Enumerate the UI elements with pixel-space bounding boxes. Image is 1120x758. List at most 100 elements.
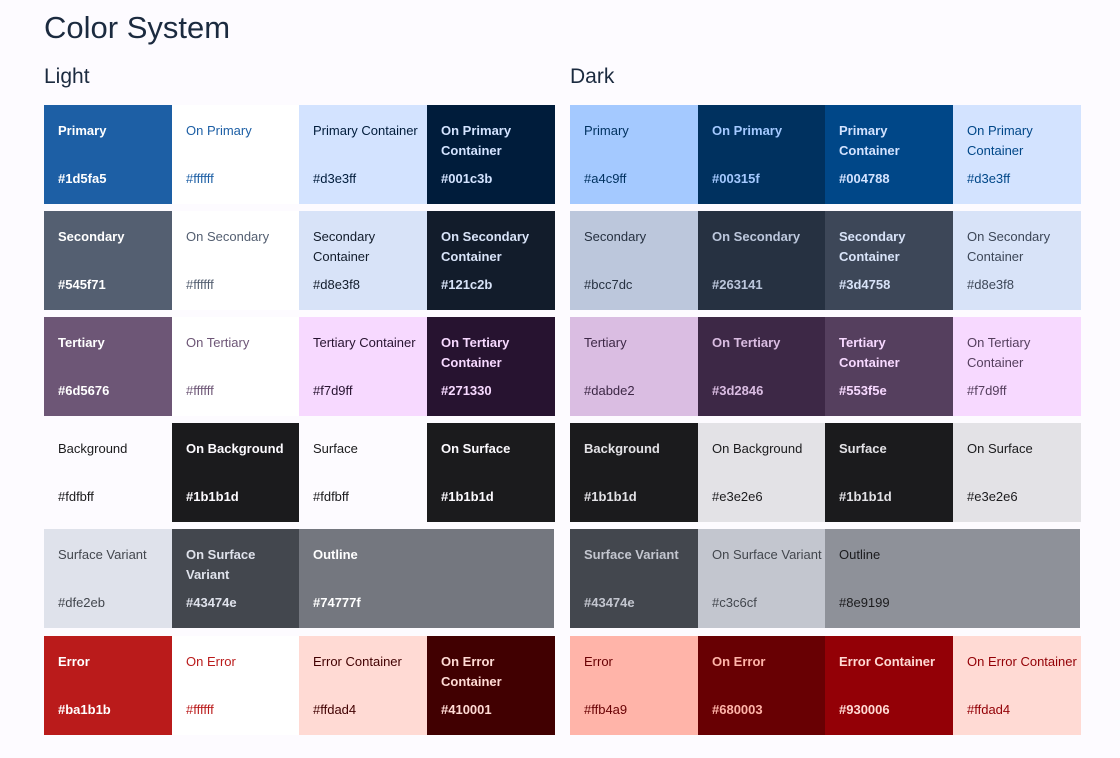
dark-swatch-primary-container: Primary Container #004788 [825,105,953,204]
dark-swatch-on-secondary-container: On Secondary Container #d8e3f8 [953,211,1081,310]
swatch-hex: #1b1b1d [839,489,892,504]
dark-swatch-secondary: Secondary #bcc7dc [570,211,698,310]
swatch-hex: #ffffff [186,702,214,717]
light-swatch-on-surface-variant: On Surface Variant #43474e [172,529,299,628]
light-swatch-secondary-container: Secondary Container #d8e3f8 [299,211,427,310]
swatch-name: On Secondary Container [967,229,1051,264]
swatch-name: On Surface Variant [712,547,822,562]
swatch-name: On Secondary [712,229,801,244]
dark-color-row: Background #1b1b1d On Background #e3e2e6 Sur… [570,423,1081,522]
swatch-name: Error Container [839,654,936,669]
swatch-name: Primary Container [313,123,418,138]
swatch-name: Secondary Container [839,229,906,264]
dark-palette: Primary #a4c9ff On Primary #00315f Primary C… [570,105,1081,742]
light-color-row: Tertiary #6d5676 On Tertiary #ffffff Tertiar… [44,317,555,416]
light-swatch-surface: Surface #fdfbff [299,423,427,522]
swatch-hex: #a4c9ff [584,171,627,186]
swatch-name: Primary [584,123,629,138]
swatch-name: Tertiary [584,335,627,350]
swatch-hex: #dfe2eb [58,595,105,610]
light-section-title: Light [44,65,90,88]
dark-section-title: Dark [570,65,615,88]
swatch-name: Background [584,441,660,456]
light-swatch-on-surface: On Surface #1b1b1d [427,423,555,522]
light-color-row: Surface Variant #dfe2eb On Surface Variant… [44,529,555,628]
light-swatch-surface-variant: Surface Variant #dfe2eb [44,529,172,628]
light-swatch-background: Background #fdfbff [44,423,172,522]
swatch-hex: #1b1b1d [584,489,637,504]
swatch-hex: #545f71 [58,277,106,292]
swatch-hex: #43474e [186,595,237,610]
swatch-name: Surface Variant [58,547,147,562]
dark-swatch-on-surface-variant: On Surface Variant #c3c6cf [698,529,825,628]
swatch-hex: #d3e3ff [313,171,357,186]
swatch-name: On Surface [441,441,511,456]
swatch-hex: #43474e [584,595,635,610]
swatch-name: On Primary Container [441,123,512,158]
dark-color-row: Primary #a4c9ff On Primary #00315f Primary C… [570,105,1081,204]
swatch-name: On Secondary Container [441,229,530,264]
swatch-hex: #1d5fa5 [58,171,107,186]
swatch-name: Error [584,654,613,669]
swatch-name: Tertiary Container [839,335,900,370]
light-swatch-on-secondary-container: On Secondary Container #121c2b [427,211,555,310]
swatch-name: On Surface Variant [186,547,256,582]
dark-swatch-on-tertiary: On Tertiary #3d2846 [698,317,825,416]
light-swatch-on-tertiary-container: On Tertiary Container #271330 [427,317,555,416]
swatch-hex: #dabde2 [584,383,635,398]
swatch-hex: #ffffff [186,171,214,186]
dark-swatch-secondary-container: Secondary Container #3d4758 [825,211,953,310]
dark-swatch-outline: Outline #8e9199 [825,529,1080,628]
dark-swatch-surface: Surface #1b1b1d [825,423,953,522]
swatch-hex: #ffffff [186,277,214,292]
swatch-name: On Background [712,441,803,456]
swatch-name: Tertiary Container [313,335,416,350]
dark-swatch-on-secondary: On Secondary #263141 [698,211,825,310]
dark-swatch-error-container: Error Container #930006 [825,636,953,735]
dark-swatch-primary: Primary #a4c9ff [570,105,698,204]
swatch-name: On Surface [967,441,1033,456]
swatch-name: Secondary [58,229,125,244]
swatch-hex: #8e9199 [839,595,890,610]
light-color-row: Background #fdfbff On Background #1b1b1d Sur… [44,423,555,522]
swatch-hex: #d8e3f8 [313,277,360,292]
swatch-name: On Tertiary [712,335,781,350]
light-swatch-on-tertiary: On Tertiary #ffffff [172,317,299,416]
swatch-name: Surface [313,441,358,456]
light-swatch-on-error: On Error #ffffff [172,636,299,735]
swatch-hex: #f7d9ff [967,383,1007,398]
swatch-name: Surface Variant [584,547,679,562]
swatch-hex: #930006 [839,702,890,717]
dark-swatch-error: Error #ffb4a9 [570,636,698,735]
swatch-name: Primary Container [839,123,900,158]
swatch-name: On Tertiary Container [441,335,510,370]
light-swatch-error: Error #ba1b1b [44,636,172,735]
swatch-hex: #410001 [441,702,492,717]
swatch-hex: #3d4758 [839,277,891,292]
light-swatch-tertiary: Tertiary #6d5676 [44,317,172,416]
light-swatch-primary-container: Primary Container #d3e3ff [299,105,427,204]
dark-swatch-on-surface: On Surface #e3e2e6 [953,423,1081,522]
light-swatch-secondary: Secondary #545f71 [44,211,172,310]
dark-swatch-on-primary-container: On Primary Container #d3e3ff [953,105,1081,204]
swatch-name: On Tertiary [186,335,250,350]
dark-color-row: Error #ffb4a9 On Error #680003 Error Contain… [570,636,1081,735]
swatch-hex: #3d2846 [712,383,764,398]
light-swatch-tertiary-container: Tertiary Container #f7d9ff [299,317,427,416]
swatch-name: Secondary Container [313,229,376,264]
dark-swatch-on-background: On Background #e3e2e6 [698,423,825,522]
swatch-hex: #ffffff [186,383,214,398]
light-swatch-on-secondary: On Secondary #ffffff [172,211,299,310]
swatch-hex: #f7d9ff [313,383,353,398]
swatch-name: On Secondary [186,229,270,244]
swatch-hex: #e3e2e6 [967,489,1018,504]
light-swatch-error-container: Error Container #ffdad4 [299,636,427,735]
dark-swatch-on-primary: On Primary #00315f [698,105,825,204]
light-swatch-outline: Outline #74777f [299,529,554,628]
light-palette: Primary #1d5fa5 On Primary #ffffff Primary C… [44,105,555,742]
dark-color-row: Tertiary #dabde2 On Tertiary #3d2846 Tertiar… [570,317,1081,416]
swatch-hex: #d3e3ff [967,171,1011,186]
light-swatch-on-error-container: On Error Container #410001 [427,636,555,735]
swatch-name: Tertiary [58,335,105,350]
swatch-hex: #553f5e [839,383,887,398]
